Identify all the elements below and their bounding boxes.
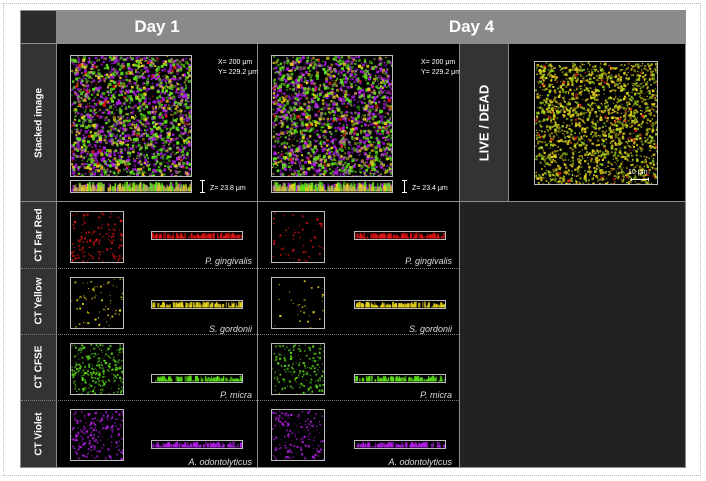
- day4-species-p-micra: P. micra: [420, 390, 452, 400]
- row-label-violet-text: CT Violet: [33, 411, 44, 456]
- day4-species-p-gingivalis-text: P. gingivalis: [405, 256, 452, 266]
- day4-z-dimension: Z= 23.4 μm: [412, 185, 448, 192]
- row-label-far-red-text: CT Far Red: [33, 208, 44, 262]
- column-header-day1: Day 1: [57, 11, 257, 43]
- day1-species-a-odontolyticus-text: A. odontolyticus: [188, 457, 252, 467]
- day1-species-p-micra-text: P. micra: [220, 390, 252, 400]
- day1-yellow-image: [70, 277, 124, 329]
- day1-cfse-side-view: [151, 374, 243, 383]
- day4-stacked-side-view: [271, 180, 393, 193]
- column-header-day4: Day 4: [258, 11, 685, 43]
- day4-cfse-side-view: [354, 374, 446, 383]
- day1-stacked-side-view: [70, 180, 192, 193]
- day4-yellow-image: [271, 277, 325, 329]
- day4-species-s-gordonii: S. gordonii: [409, 324, 452, 334]
- row-separator: [21, 334, 459, 335]
- day1-y-dimension: Y= 229.2 μm: [218, 69, 259, 76]
- day4-stacked-cell: X= 200 μm Y= 229.2 μm Z= 23.4 μm: [258, 44, 462, 201]
- day1-yellow-side-view: [151, 300, 243, 309]
- live-dead-scale-label: 10 μm: [628, 169, 648, 176]
- day4-violet-side-view: [354, 440, 446, 449]
- empty-panel: [460, 202, 685, 467]
- day1-z-bar: [200, 180, 205, 193]
- header-corner: [21, 11, 56, 43]
- column-header-day1-label: Day 1: [134, 17, 180, 36]
- day1-species-a-odontolyticus: A. odontolyticus: [188, 457, 252, 467]
- row-separator: [21, 268, 459, 269]
- day4-z-bar: [402, 180, 407, 193]
- day4-cfse-image: [271, 343, 325, 395]
- day1-stacked-cell: X= 200 μm Y= 229.2 μm Z= 23.8 μm: [57, 44, 259, 201]
- day1-violet-image: [70, 409, 124, 461]
- day1-x-dimension: X= 200 μm: [218, 59, 253, 66]
- day4-x-dimension: X= 200 μm: [421, 59, 456, 66]
- day4-species-s-gordonii-text: S. gordonii: [408, 324, 452, 334]
- day4-species-a-odontolyticus: A. odontolyticus: [388, 457, 452, 467]
- row-label-yellow-text: CT Yellow: [33, 277, 44, 325]
- day4-species-p-gingivalis: P. gingivalis: [405, 256, 452, 266]
- day1-violet-side-view: [151, 440, 243, 449]
- live-dead-image: 10 μm: [534, 61, 658, 185]
- day4-y-dimension: Y= 229.2 μm: [421, 69, 462, 76]
- row-label-cfse: CT CFSE: [21, 334, 56, 400]
- day4-far-red-image: [271, 211, 325, 263]
- day1-species-s-gordonii: S. gordonii: [209, 324, 252, 334]
- live-dead-scale-bar: [631, 178, 649, 181]
- row-label-stacked: Stacked image: [21, 44, 56, 201]
- day1-species-p-micra: P. micra: [220, 390, 252, 400]
- day1-species-s-gordonii-text: S. gordonii: [208, 324, 252, 334]
- row-label-violet: CT Violet: [21, 400, 56, 467]
- live-dead-label-text: LIVE / DEAD: [476, 84, 492, 161]
- column-header-day4-label: Day 4: [448, 17, 495, 36]
- row-label-cfse-text: CT CFSE: [33, 345, 44, 389]
- row-label-yellow: CT Yellow: [21, 268, 56, 334]
- day4-species-p-micra-text: P. micra: [420, 390, 452, 400]
- figure-panel: Day 1 Day 4 Stacked image X= 200 μm Y= 2…: [20, 10, 686, 468]
- day4-species-a-odontolyticus-text: A. odontolyticus: [388, 457, 452, 467]
- day1-species-p-gingivalis: P. gingivalis: [205, 256, 252, 266]
- day1-cfse-image: [70, 343, 124, 395]
- day4-violet-image: [271, 409, 325, 461]
- day1-species-p-gingivalis-text: P. gingivalis: [205, 256, 252, 266]
- day4-far-red-side-view: [354, 231, 446, 240]
- live-dead-cell: 10 μm: [509, 44, 685, 201]
- live-dead-label: LIVE / DEAD: [460, 44, 508, 201]
- row-label-far-red: CT Far Red: [21, 202, 56, 268]
- day1-stacked-image: [70, 55, 192, 177]
- day4-stacked-image: [271, 55, 393, 177]
- row-label-stacked-text: Stacked image: [33, 87, 44, 158]
- row-separator: [21, 400, 459, 401]
- day4-yellow-side-view: [354, 300, 446, 309]
- day1-z-dimension: Z= 23.8 μm: [210, 185, 246, 192]
- day1-far-red-image: [70, 211, 124, 263]
- day1-far-red-side-view: [151, 231, 243, 240]
